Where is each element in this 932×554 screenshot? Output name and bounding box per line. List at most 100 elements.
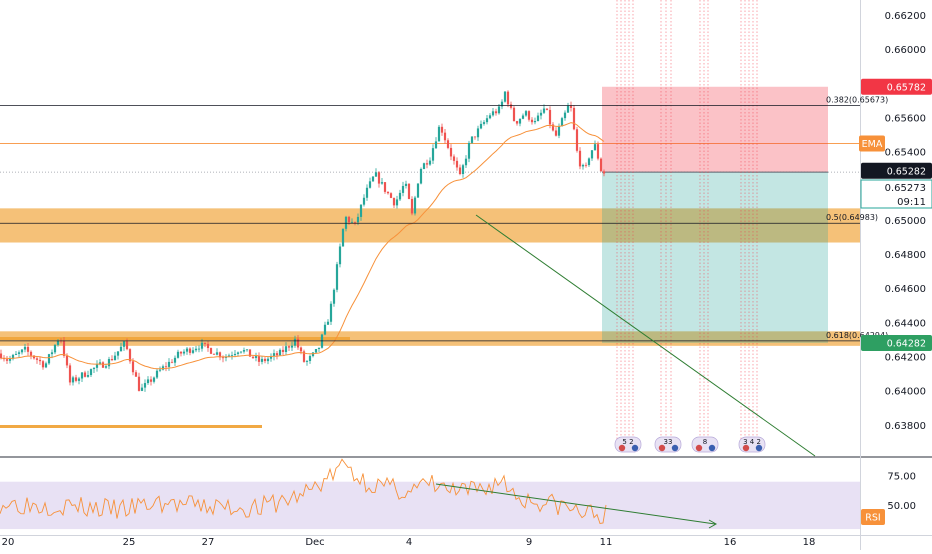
candle-body [548, 109, 552, 125]
time-tick-label: 4 [406, 537, 412, 548]
candle-body [572, 107, 576, 130]
candle-body [122, 341, 126, 347]
candle-body [503, 91, 507, 102]
candle-body [218, 352, 222, 358]
candle-body [152, 377, 156, 382]
candle-body [500, 101, 504, 107]
candle-body [416, 183, 420, 198]
candle-body [98, 362, 102, 365]
flag-icon [618, 444, 626, 452]
candle-body [521, 115, 525, 119]
event-label: 3 4 2 [743, 438, 761, 446]
candle-body [458, 167, 462, 175]
candle-body [434, 141, 438, 149]
candle-body [86, 375, 90, 377]
candle-body [5, 359, 9, 361]
candle-body [119, 346, 123, 352]
candle-body [89, 369, 93, 376]
candle-body [437, 126, 441, 142]
candle-body [386, 191, 390, 194]
ema-tag-label: EMA [862, 139, 883, 150]
candle-body [50, 352, 54, 355]
candle-body [539, 112, 543, 116]
candle-body [365, 187, 369, 198]
candle-body [23, 346, 27, 350]
price-tag-label: 0.65282 [887, 166, 926, 177]
fib-level-label: 0.5(0.64983) [826, 213, 878, 222]
candle-body [347, 216, 351, 223]
candle-body [335, 264, 339, 290]
candle-body [41, 361, 45, 368]
position-target-zone [602, 172, 828, 343]
candle-body [461, 165, 465, 175]
candle-body [95, 364, 99, 368]
rsi-band [0, 481, 860, 530]
candle-body [125, 341, 129, 350]
candle-body [263, 358, 267, 362]
candle-body [128, 349, 132, 362]
zone-line [0, 337, 350, 340]
candle-body [140, 387, 144, 391]
candle-body [452, 156, 456, 161]
candle-body [173, 357, 177, 363]
candle-body [104, 366, 108, 368]
rsi-line [0, 458, 607, 525]
candle-body [260, 358, 264, 362]
price-tick-label: 0.65600 [885, 113, 926, 124]
candle-body [182, 351, 186, 354]
event-label: 5 2 [622, 438, 633, 446]
candle-body [206, 343, 210, 349]
candle-body [179, 351, 183, 354]
candle-body [581, 164, 585, 167]
candle-body [470, 136, 474, 143]
candle-body [35, 358, 39, 360]
candle-body [224, 356, 228, 358]
candle-body [401, 185, 405, 193]
candle-body [8, 358, 12, 361]
price-tag-label: 0.64282 [887, 338, 926, 349]
candle-body [245, 349, 249, 351]
candle-body [314, 348, 318, 353]
fib-level-label: 0.382(0.65673) [826, 95, 888, 104]
candle-body [383, 182, 387, 192]
candle-body [143, 383, 147, 388]
countdown-label: 09:11 [897, 197, 926, 208]
candle-body [443, 132, 447, 141]
candle-body [83, 372, 87, 377]
candle-body [239, 351, 243, 353]
price-tick-label: 0.63800 [885, 421, 926, 432]
candle-body [188, 348, 192, 353]
price-tick-label: 0.66200 [885, 11, 926, 22]
candle-body [368, 181, 372, 188]
candle-body [272, 353, 276, 357]
candle-body [536, 115, 540, 122]
candle-body [92, 367, 96, 370]
candle-body [101, 362, 105, 368]
candle-body [32, 355, 36, 359]
candle-body [110, 359, 114, 361]
candle-body [17, 352, 21, 354]
candle-body [308, 356, 312, 361]
candle-body [485, 118, 489, 123]
candle-body [302, 351, 306, 362]
time-tick-label: Dec [305, 537, 324, 548]
time-tick-label: 11 [600, 537, 613, 548]
rsi-tick-label: 50.00 [887, 501, 916, 512]
candle-body [116, 351, 120, 356]
candle-body [236, 352, 240, 354]
candle-body [44, 363, 48, 368]
candle-body [341, 228, 345, 247]
candle-body [248, 349, 252, 357]
candle-body [281, 349, 285, 353]
candle-body [68, 365, 72, 383]
candle-body [428, 160, 432, 165]
rsi-tag-label: RSI [865, 513, 880, 524]
candle-body [557, 126, 561, 136]
candle-body [545, 108, 549, 110]
time-tick-label: 18 [803, 537, 816, 548]
rsi-tick-label: 75.00 [887, 471, 916, 482]
event-label: 33 [664, 438, 673, 446]
